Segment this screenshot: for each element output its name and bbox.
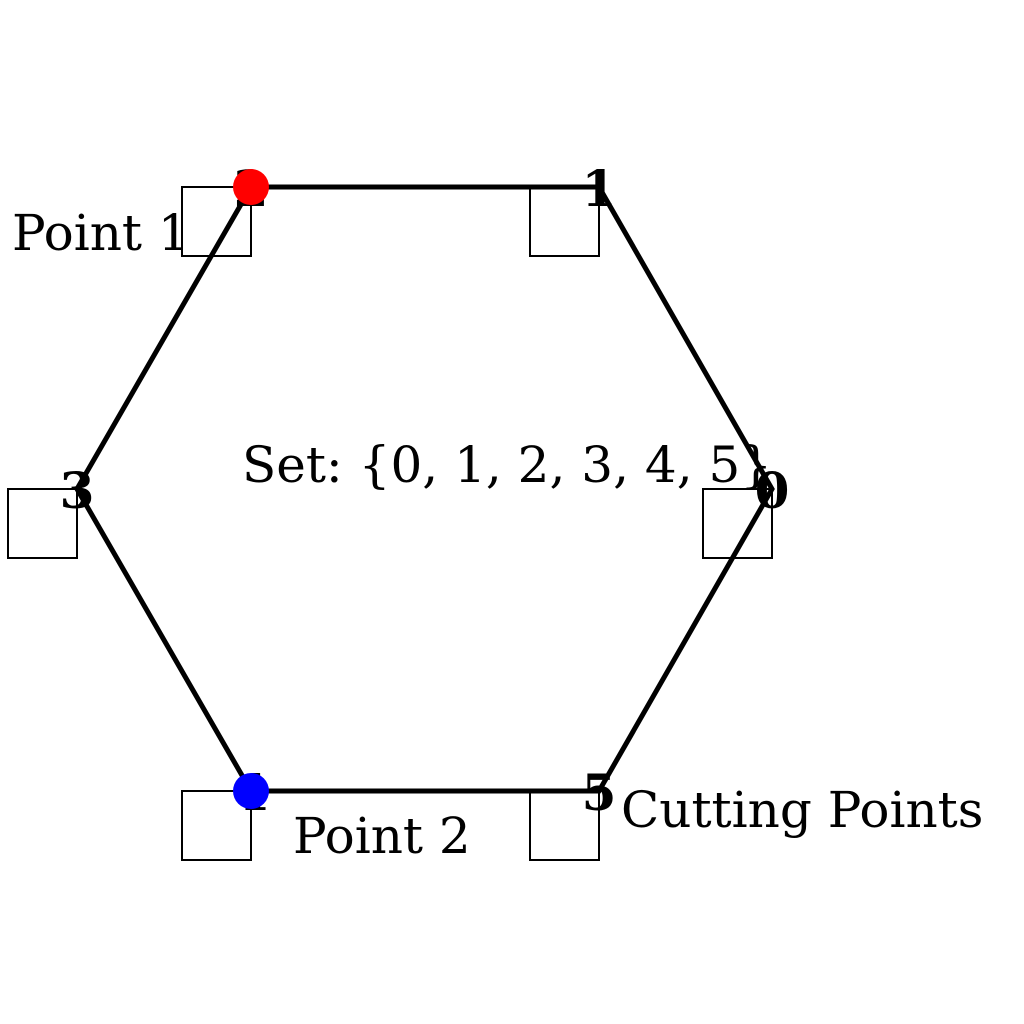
- vertex-box-2: [181, 186, 252, 257]
- vertex-box-4: [181, 790, 252, 861]
- vertex-box-5: [529, 790, 600, 861]
- vertex-box-0: [702, 488, 773, 559]
- vertex-box-3: [7, 488, 78, 559]
- vertex-label-5: 5: [582, 763, 617, 822]
- point-2-marker: [233, 773, 269, 809]
- point-1-marker: [233, 169, 269, 205]
- set-label: Set: {0, 1, 2, 3, 4, 5}: [242, 436, 772, 494]
- vertex-box-1: [529, 186, 600, 257]
- vertex-label-3: 3: [60, 461, 95, 520]
- point-1-label: Point 1: [12, 204, 190, 262]
- point-2-label: Point 2: [293, 807, 471, 865]
- vertex-label-0: 0: [755, 461, 790, 520]
- cutting-points-label: Cutting Points: [621, 781, 983, 839]
- vertex-label-1: 1: [582, 159, 617, 218]
